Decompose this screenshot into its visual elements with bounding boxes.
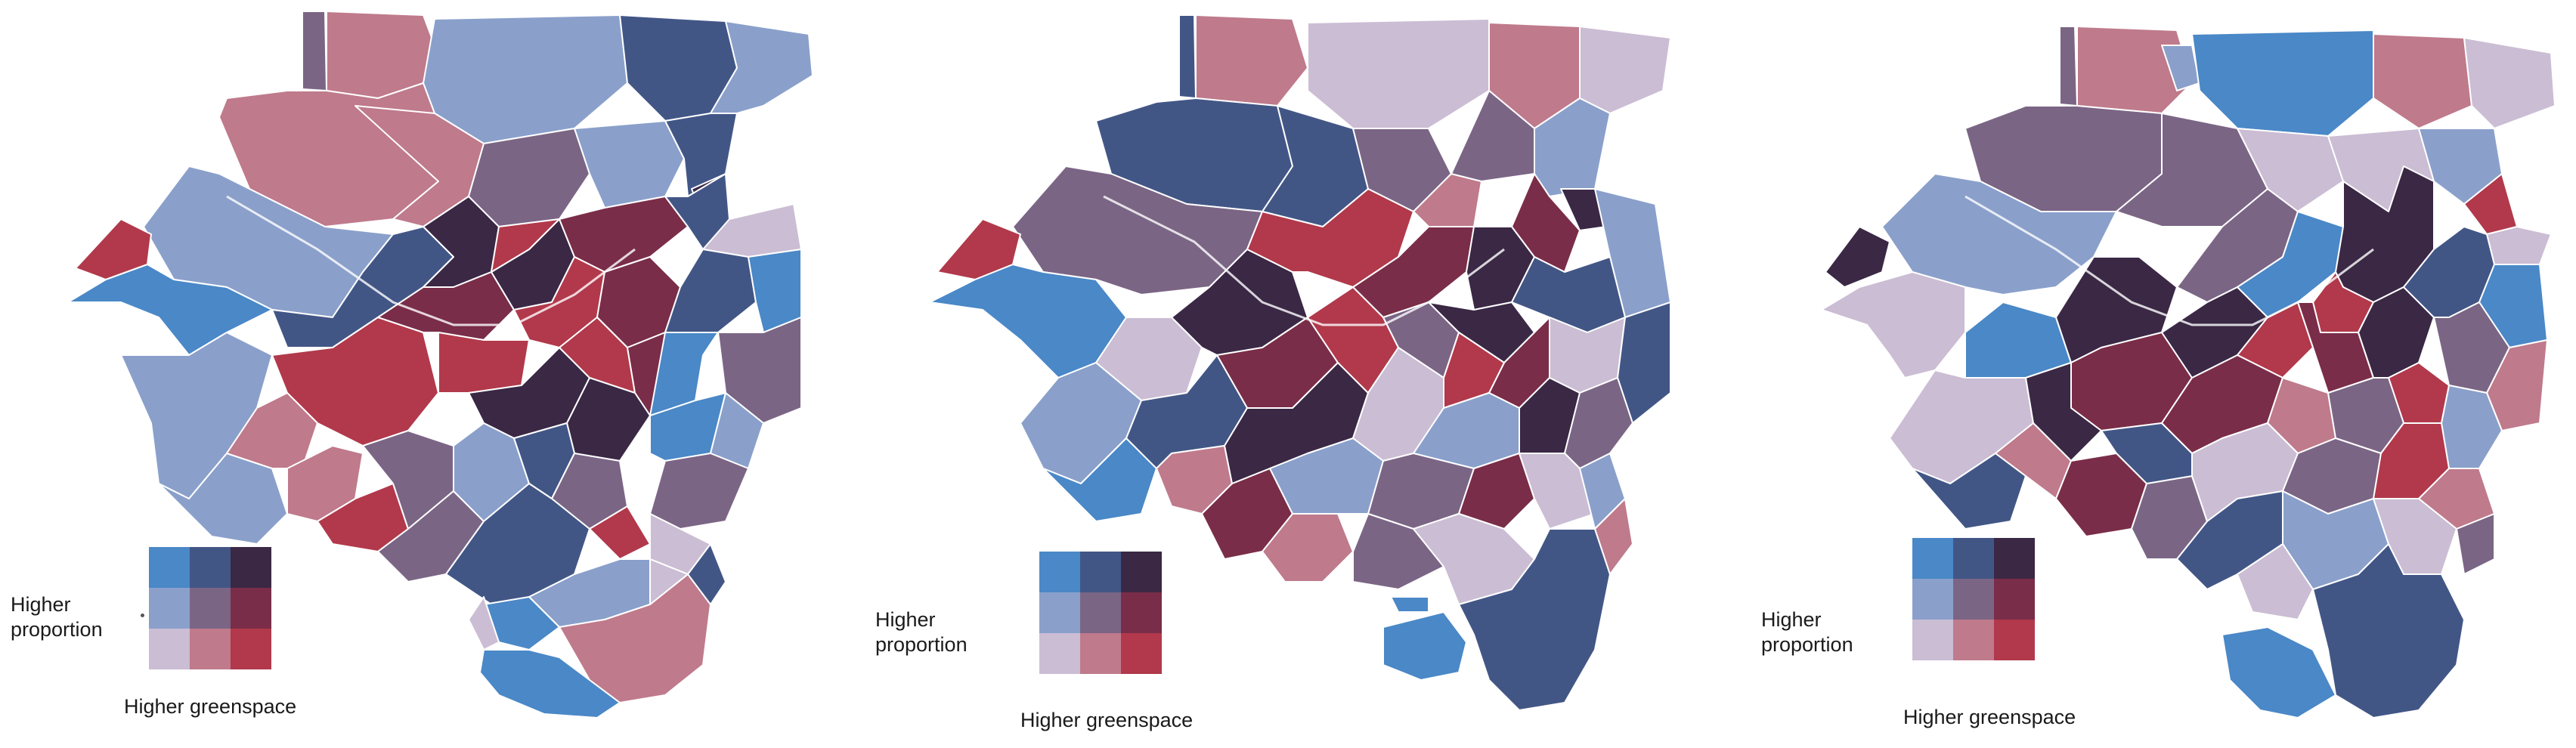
legend-cell (190, 588, 231, 629)
region (2312, 543, 2465, 719)
region (649, 558, 689, 605)
stray-dot (141, 614, 144, 617)
legend-cell (1121, 633, 1162, 674)
region (491, 218, 560, 273)
legend-grid-1 (149, 547, 271, 669)
legend-cell (1080, 552, 1121, 592)
region (2221, 626, 2336, 719)
legend-cell (1912, 538, 1953, 579)
region (1178, 14, 1197, 99)
legend-cell (1080, 633, 1121, 674)
region (1307, 18, 1490, 129)
legend-cell (1121, 592, 1162, 633)
legend-2: Higher proportion Higher greenspace (869, 544, 1247, 748)
legend-cell (231, 629, 271, 669)
river-line (1965, 195, 2374, 326)
region (710, 20, 813, 114)
region (1390, 596, 1429, 613)
region (302, 11, 327, 91)
legend-cell (1039, 592, 1080, 633)
legend-1: Higher proportion Higher greenspace (0, 544, 333, 740)
region (687, 543, 726, 605)
river-line (226, 195, 636, 326)
region (479, 649, 621, 719)
region (2237, 211, 2344, 318)
region (748, 249, 802, 333)
legend-cell (190, 629, 231, 669)
map-regions (1821, 26, 2556, 719)
region (423, 14, 628, 144)
legend-cell (231, 588, 271, 629)
legend-cell (1912, 620, 1953, 660)
legend-cell (149, 547, 190, 588)
legend-cell (231, 547, 271, 588)
legend-x-label: Higher greenspace (1020, 709, 1194, 731)
map-panel-3: Higher proportion Higher greenspace (1738, 0, 2576, 748)
region (2237, 128, 2344, 212)
region (2463, 37, 2556, 129)
legend-cell (1121, 552, 1162, 592)
region (468, 596, 500, 651)
region (158, 453, 288, 545)
region (438, 332, 530, 394)
legend-y-label: Higher proportion (875, 608, 968, 656)
legend-3: Higher proportion Higher greenspace (1738, 529, 2116, 740)
region (468, 128, 590, 227)
legend-y-label: Higher proportion (1761, 608, 1853, 656)
legend-cell (149, 588, 190, 629)
legend-cell (1994, 620, 2035, 660)
region (1458, 528, 1611, 711)
region (1269, 437, 1384, 515)
choropleth-map-3 (1821, 26, 2556, 719)
region (2373, 33, 2472, 129)
region (1413, 173, 1482, 227)
legend-cell (1953, 538, 1994, 579)
region (1821, 271, 1966, 379)
map-regions (929, 14, 1671, 711)
legend-cell (1994, 579, 2035, 620)
legend-cell (149, 629, 190, 669)
region (1579, 26, 1671, 114)
region (1511, 256, 1626, 333)
region (1825, 226, 1890, 288)
legend-cell (1080, 592, 1121, 633)
legend-cell (1953, 620, 1994, 660)
legend-cell (1994, 538, 2035, 579)
legend-y-label: Higher proportion (11, 593, 103, 641)
region (226, 392, 318, 469)
legend-x-label: Higher greenspace (1903, 706, 2076, 728)
legend-cell (1039, 552, 1080, 592)
legend-x-label: Higher greenspace (124, 695, 297, 718)
region (1382, 611, 1467, 681)
map-panel-2: Higher proportion Higher greenspace (869, 0, 1708, 748)
legend-grid-3 (1912, 538, 2035, 660)
region (2456, 513, 2495, 575)
region (1195, 14, 1308, 107)
region (2237, 543, 2314, 620)
legend-cell (1912, 579, 1953, 620)
region (1594, 498, 1633, 575)
legend-cell (1039, 633, 1080, 674)
choropleth-map-1 (67, 11, 813, 719)
choropleth-map-2 (929, 14, 1671, 711)
region (937, 218, 1021, 280)
region (1965, 301, 2072, 379)
legend-cell (1953, 579, 1994, 620)
map-regions (67, 11, 813, 719)
river-line (1103, 195, 1505, 326)
legend-grid-2 (1039, 552, 1162, 674)
region (1458, 453, 1535, 530)
region (2191, 29, 2374, 137)
region (2059, 26, 2078, 107)
region (1995, 422, 2072, 499)
region (574, 120, 685, 209)
region (2486, 226, 2552, 265)
legend-cell (190, 547, 231, 588)
map-panel-1: Higher proportion Higher greenspace (0, 0, 847, 748)
region (664, 173, 730, 250)
region (75, 218, 152, 280)
region (649, 453, 749, 530)
